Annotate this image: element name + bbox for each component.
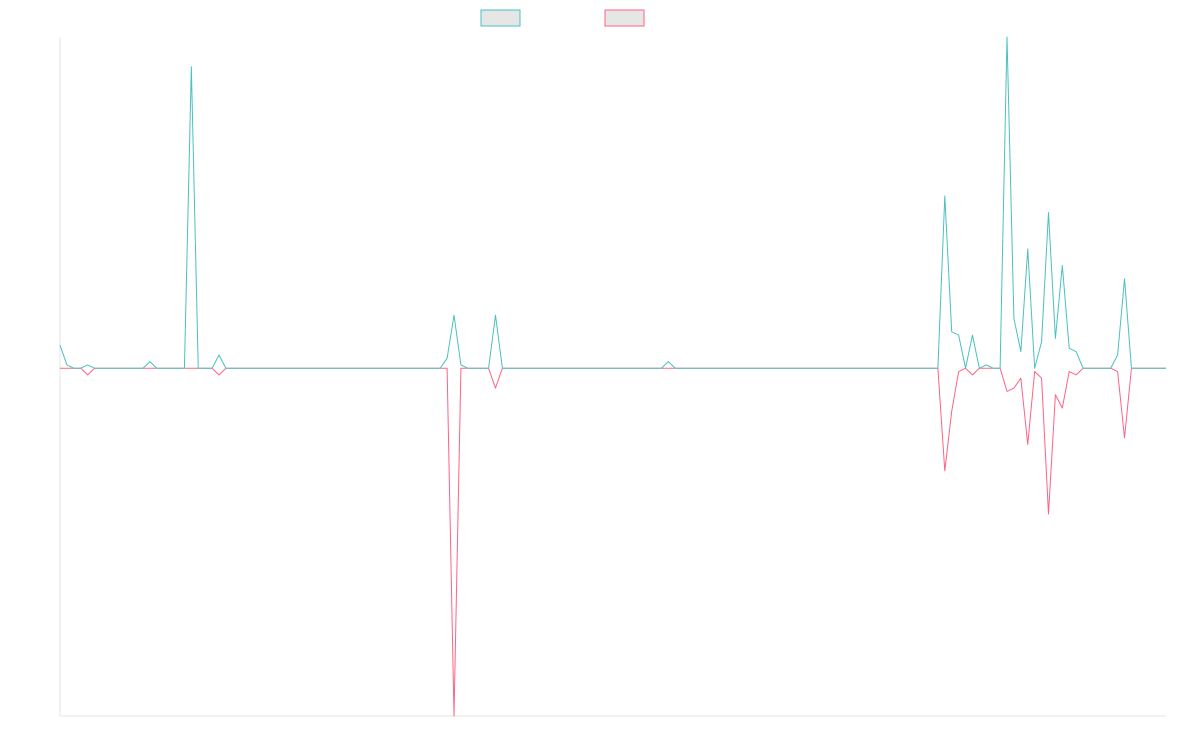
plot-area xyxy=(59,36,1166,717)
legend xyxy=(480,9,645,27)
legend-swatch xyxy=(604,9,645,27)
series-line xyxy=(60,367,1166,717)
series-line xyxy=(59,36,1166,369)
legend-swatch xyxy=(480,9,521,27)
